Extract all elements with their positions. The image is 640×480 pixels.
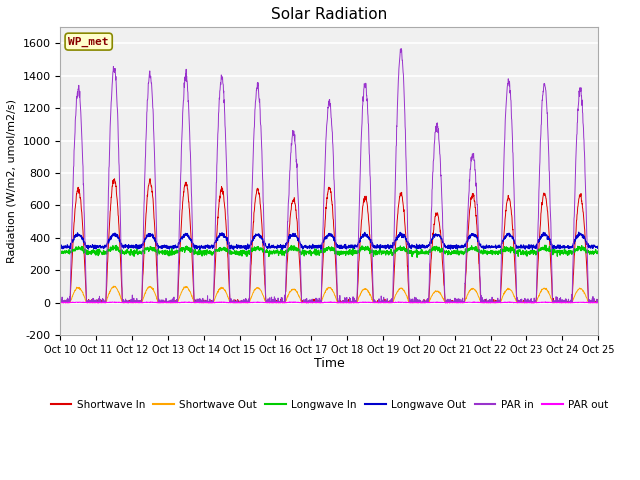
Longwave Out [345,245,353,251]
Longwave Out [562,244,570,250]
Y-axis label: Radiation (W/m2, umol/m2/s): Radiation (W/m2, umol/m2/s) [7,99,17,263]
Text: WP_met: WP_met [68,36,109,47]
Shortwave Out [547,296,555,301]
Shortwave Out [345,300,353,305]
Longwave In [595,248,602,253]
Longwave In [413,254,421,260]
Shortwave In [146,176,154,181]
PAR out [547,300,555,305]
PAR out [56,300,64,305]
Line: Shortwave In: Shortwave In [60,179,598,302]
Longwave In [207,248,214,254]
Shortwave Out [562,300,570,305]
Shortwave In [547,267,555,273]
Longwave Out [243,247,250,252]
Longwave In [486,251,493,256]
Shortwave In [486,300,493,305]
PAR in [345,300,353,305]
Shortwave In [595,300,602,305]
Shortwave Out [56,300,64,305]
Longwave In [562,251,570,257]
PAR out [207,300,214,305]
PAR in [595,300,602,305]
Shortwave Out [110,283,118,289]
PAR in [397,46,405,51]
Longwave Out [547,239,555,245]
Longwave In [356,246,364,252]
PAR out [486,300,493,306]
PAR out [357,300,365,305]
PAR out [595,300,602,306]
PAR in [547,235,555,240]
Shortwave In [207,300,214,305]
Longwave Out [486,244,493,250]
Longwave In [542,242,550,248]
Longwave In [345,249,353,255]
Shortwave Out [207,300,214,305]
Shortwave In [357,229,365,235]
Shortwave Out [57,300,65,305]
PAR out [147,299,154,305]
Shortwave Out [486,300,493,305]
Line: Shortwave Out: Shortwave Out [60,286,598,302]
Longwave Out [356,236,364,241]
PAR out [94,300,102,306]
Line: Longwave In: Longwave In [60,245,598,257]
PAR in [562,300,570,305]
Shortwave In [345,300,353,305]
X-axis label: Time: Time [314,358,344,371]
Longwave Out [56,244,64,250]
PAR out [345,300,353,306]
PAR in [356,160,364,166]
Line: Longwave Out: Longwave Out [60,232,598,250]
Longwave Out [595,244,602,250]
Shortwave Out [357,291,365,297]
Line: PAR in: PAR in [60,48,598,302]
Longwave Out [575,229,582,235]
Longwave In [56,249,64,255]
PAR in [486,297,493,302]
Title: Solar Radiation: Solar Radiation [271,7,387,22]
Shortwave In [562,299,570,305]
Line: PAR out: PAR out [60,302,598,303]
Legend: Shortwave In, Shortwave Out, Longwave In, Longwave Out, PAR in, PAR out: Shortwave In, Shortwave Out, Longwave In… [46,396,612,414]
Shortwave In [56,299,64,305]
Shortwave Out [595,300,602,305]
Longwave Out [207,245,214,251]
Shortwave In [57,300,65,305]
PAR out [562,300,570,305]
PAR in [57,300,65,305]
Longwave In [547,248,555,254]
PAR in [207,300,214,305]
PAR in [56,299,64,305]
